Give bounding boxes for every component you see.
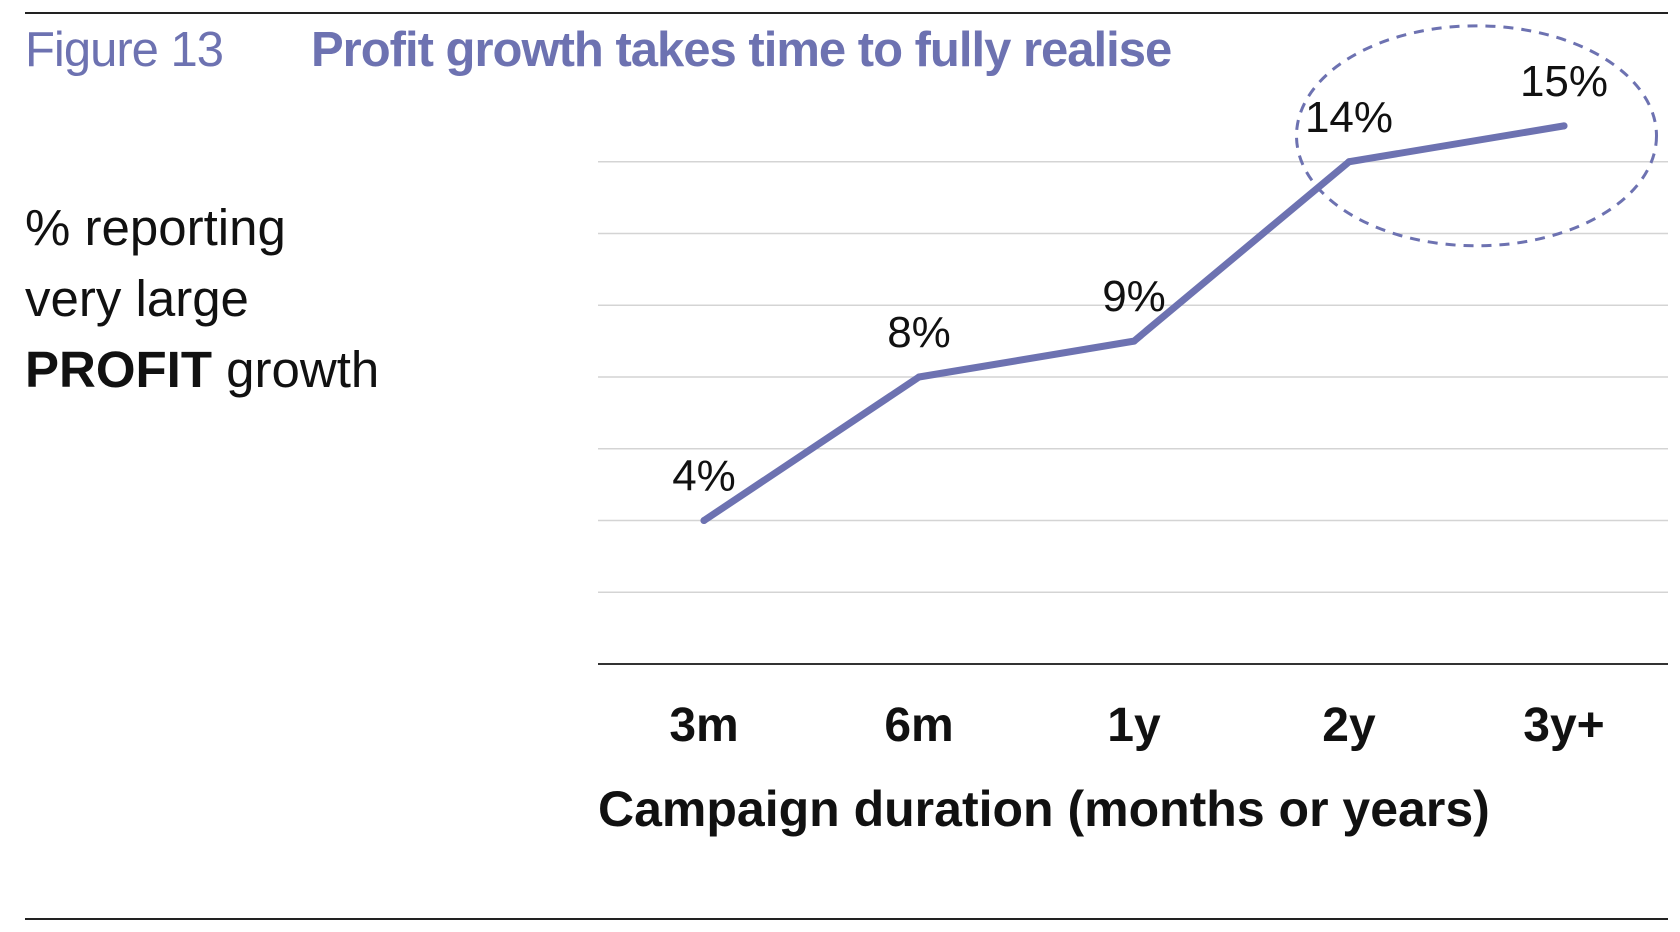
data-label-1y: 9%	[1102, 272, 1166, 321]
data-point-2y	[1345, 158, 1353, 166]
y-axis-line-1: % reporting	[25, 199, 286, 256]
x-tick-1y: 1y	[1107, 699, 1161, 752]
x-tick-labels: 3m 6m 1y 2y 3y+	[669, 699, 1604, 752]
top-rule	[25, 12, 1668, 14]
data-point-6m	[915, 373, 923, 381]
x-tick-2y: 2y	[1322, 699, 1376, 752]
y-axis-emphasis: PROFIT	[25, 341, 212, 398]
data-point-3m	[700, 517, 708, 524]
x-axis-title: Campaign duration (months or years)	[598, 781, 1490, 837]
data-labels: 4% 8% 9% 14% 15%	[672, 57, 1608, 501]
figure-number: Figure 13	[25, 23, 224, 77]
y-axis-description: % reporting very large PROFIT growth	[25, 192, 379, 405]
data-label-3m: 4%	[672, 452, 736, 501]
figure-title: Profit growth takes time to fully realis…	[311, 23, 1172, 77]
highlight-ellipse	[1295, 24, 1658, 248]
x-tick-6m: 6m	[884, 699, 953, 752]
y-axis-line-3: PROFIT growth	[25, 334, 379, 405]
bottom-rule	[25, 918, 1668, 920]
y-axis-line-2: very large	[25, 270, 249, 327]
data-point-1y	[1130, 337, 1138, 345]
data-label-6m: 8%	[887, 308, 951, 357]
series-layer	[700, 122, 1568, 524]
data-label-3y+: 15%	[1520, 57, 1608, 106]
x-tick-3y+: 3y+	[1523, 699, 1604, 752]
x-tick-3m: 3m	[669, 699, 738, 752]
y-axis-line-3-rest: growth	[212, 341, 380, 398]
data-label-2y: 14%	[1305, 93, 1393, 142]
gridlines	[598, 161, 1668, 593]
series-line	[700, 122, 1568, 524]
data-point-3y+	[1560, 122, 1568, 130]
